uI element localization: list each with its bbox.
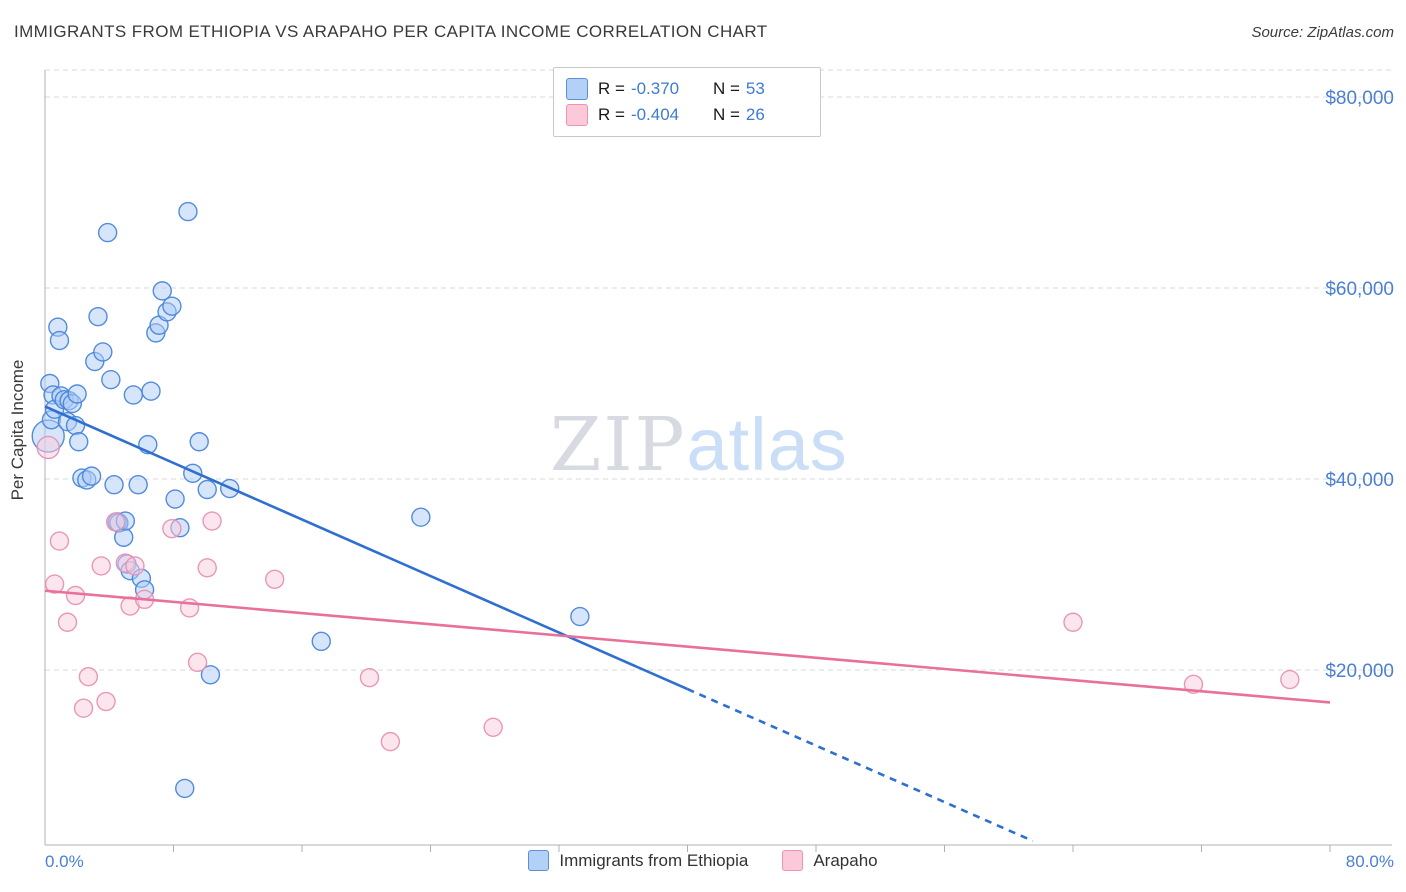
- scatter-point-ethiopia[interactable]: [93, 342, 113, 362]
- scatter-point-ethiopia[interactable]: [165, 489, 185, 509]
- legend-item-arapaho[interactable]: Arapaho: [782, 850, 878, 871]
- y-tick-label: $60,000: [1325, 279, 1394, 300]
- r-label: R =: [598, 105, 625, 124]
- ethiopia-legend-label: Immigrants from Ethiopia: [559, 850, 749, 870]
- scatter-point-ethiopia[interactable]: [200, 665, 221, 685]
- source-attribution: Source: ZipAtlas.com: [1251, 24, 1394, 41]
- scatter-point-ethiopia[interactable]: [69, 432, 89, 452]
- scatter-point-arapaho[interactable]: [57, 612, 78, 632]
- y-tick-label: $20,000: [1325, 661, 1394, 682]
- scatter-point-ethiopia[interactable]: [88, 306, 108, 327]
- scatter-point-arapaho[interactable]: [483, 717, 503, 737]
- legend-row-ethiopia: R = -0.370 N = 53: [566, 76, 808, 102]
- scatter-point-arapaho[interactable]: [73, 698, 94, 718]
- n-label: N =: [712, 105, 740, 124]
- scatter-point-arapaho[interactable]: [65, 585, 86, 606]
- scatter-point-arapaho[interactable]: [1280, 669, 1300, 690]
- scatter-point-arapaho[interactable]: [202, 511, 222, 531]
- scatter-point-arapaho[interactable]: [96, 691, 116, 712]
- scatter-point-arapaho[interactable]: [264, 569, 285, 589]
- y-tick-label: $80,000: [1325, 88, 1394, 109]
- correlation-stats-legend: R = -0.370 N = 53 R = -0.404 N = 26: [553, 67, 821, 137]
- n-value-ethiopia: 53: [745, 79, 765, 98]
- scatter-point-arapaho[interactable]: [359, 667, 380, 688]
- legend-row-arapaho: R = -0.404 N = 26: [566, 102, 808, 128]
- scatter-point-ethiopia[interactable]: [101, 369, 121, 390]
- n-label: N =: [712, 79, 740, 98]
- page-title: IMMIGRANTS FROM ETHIOPIA VS ARAPAHO PER …: [14, 22, 768, 41]
- scatter-point-ethiopia[interactable]: [123, 385, 144, 405]
- r-value-arapaho: -0.404: [630, 105, 680, 124]
- n-value-arapaho: 26: [745, 105, 765, 124]
- scatter-point-arapaho[interactable]: [162, 518, 182, 539]
- arapaho-legend-swatch: [782, 850, 804, 871]
- scatter-point-ethiopia[interactable]: [97, 222, 118, 243]
- scatter-point-arapaho[interactable]: [44, 574, 65, 594]
- arapaho-legend-label: Arapaho: [813, 850, 878, 870]
- trend-line-immigrants-from-ethiopia: [44, 405, 689, 691]
- scatter-point-ethiopia[interactable]: [197, 479, 217, 500]
- ethiopia-series-swatch: [566, 78, 588, 100]
- scatter-point-ethiopia[interactable]: [175, 778, 195, 799]
- scatter-point-ethiopia[interactable]: [411, 507, 431, 527]
- scatter-point-ethiopia[interactable]: [162, 296, 182, 316]
- scatter-point-arapaho[interactable]: [78, 666, 99, 687]
- scatter-point-ethiopia[interactable]: [189, 432, 209, 452]
- scatter-point-arapaho[interactable]: [187, 652, 208, 673]
- scatter-point-arapaho[interactable]: [36, 435, 60, 460]
- arapaho-series-swatch: [566, 104, 588, 126]
- x-axis-min-label: 0.0%: [45, 852, 84, 871]
- trend-line-immigrants-from-ethiopia: [686, 687, 1034, 843]
- legend-item-ethiopia[interactable]: Immigrants from Ethiopia: [528, 850, 748, 871]
- trend-line-arapaho: [44, 589, 1331, 704]
- scatter-point-ethiopia[interactable]: [104, 475, 124, 495]
- scatter-point-ethiopia[interactable]: [49, 330, 70, 351]
- r-label: R =: [598, 79, 625, 98]
- scatter-point-ethiopia[interactable]: [81, 466, 102, 486]
- series-legend: Immigrants from Ethiopia Arapaho: [0, 850, 1406, 871]
- scatter-point-arapaho[interactable]: [1183, 674, 1204, 695]
- scatter-point-arapaho[interactable]: [125, 556, 145, 576]
- scatter-point-arapaho[interactable]: [105, 512, 126, 532]
- scatter-point-ethiopia[interactable]: [128, 475, 148, 495]
- y-tick-label: $40,000: [1325, 470, 1394, 491]
- scatter-point-arapaho[interactable]: [1063, 612, 1083, 632]
- scatter-point-ethiopia[interactable]: [311, 631, 331, 652]
- scatter-point-ethiopia[interactable]: [152, 281, 172, 301]
- scatter-point-ethiopia[interactable]: [67, 384, 87, 404]
- x-axis-max-label: 80.0%: [1345, 852, 1394, 871]
- ethiopia-legend-swatch: [528, 850, 550, 871]
- scatter-point-ethiopia[interactable]: [141, 381, 161, 401]
- scatter-point-ethiopia[interactable]: [570, 606, 590, 627]
- r-value-ethiopia: -0.370: [630, 79, 680, 98]
- scatter-point-arapaho[interactable]: [380, 731, 401, 752]
- scatter-point-arapaho[interactable]: [197, 558, 217, 578]
- scatter-point-arapaho[interactable]: [49, 531, 70, 551]
- scatter-point-arapaho[interactable]: [91, 556, 111, 576]
- scatter-point-ethiopia[interactable]: [178, 201, 198, 222]
